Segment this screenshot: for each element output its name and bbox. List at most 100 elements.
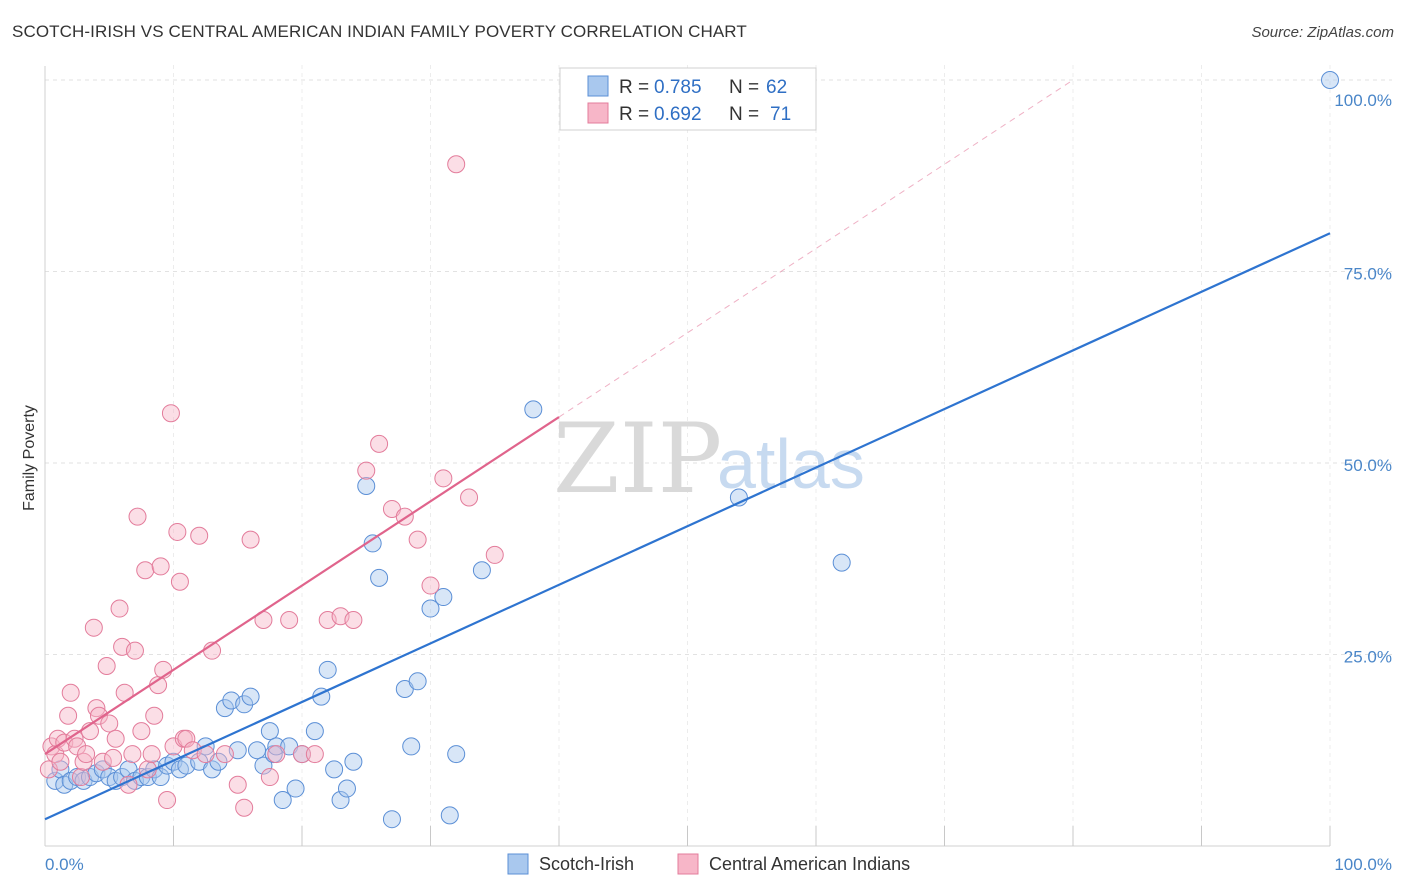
data-point bbox=[1321, 71, 1339, 89]
data-point bbox=[125, 641, 144, 660]
data-point bbox=[408, 530, 427, 549]
data-point bbox=[68, 737, 87, 756]
data-point bbox=[447, 155, 466, 174]
watermark-atlas: atlas bbox=[717, 425, 865, 503]
data-point bbox=[357, 461, 376, 480]
data-point bbox=[325, 760, 344, 779]
legend-n-label-2: N = bbox=[729, 104, 759, 125]
data-point bbox=[168, 522, 187, 541]
data-point bbox=[305, 722, 324, 741]
x-tick-label-min: 0.0% bbox=[45, 855, 84, 874]
data-point bbox=[421, 599, 440, 618]
bottom-legend: Scotch-Irish Central American Indians bbox=[507, 853, 910, 875]
data-point bbox=[440, 806, 459, 825]
data-point bbox=[241, 687, 260, 706]
data-point bbox=[71, 768, 90, 787]
axes bbox=[44, 66, 1331, 847]
data-point bbox=[357, 476, 376, 495]
legend-r-value-1: 0.785 bbox=[654, 77, 702, 98]
data-point bbox=[293, 745, 311, 764]
data-point bbox=[142, 745, 161, 764]
legend-swatch-scotch-irish bbox=[587, 75, 609, 97]
data-point bbox=[100, 714, 119, 733]
y-tick-label: 75.0% bbox=[1344, 265, 1392, 284]
data-point bbox=[110, 599, 129, 618]
data-point bbox=[51, 752, 70, 771]
legend-n-value-1: 62 bbox=[766, 77, 787, 98]
data-point bbox=[123, 745, 142, 764]
data-point bbox=[215, 745, 234, 764]
data-point bbox=[177, 729, 196, 748]
x-tick-labels: 0.0% 100.0% bbox=[45, 855, 1392, 874]
data-point bbox=[344, 752, 363, 771]
data-point bbox=[434, 588, 453, 607]
data-point bbox=[408, 672, 427, 691]
data-point bbox=[273, 791, 292, 810]
data-point bbox=[97, 656, 116, 675]
data-point bbox=[235, 695, 254, 714]
data-point bbox=[524, 400, 543, 419]
data-point bbox=[254, 756, 273, 775]
data-point bbox=[93, 752, 112, 771]
legend-r-label-2: R = bbox=[619, 104, 649, 125]
data-point bbox=[260, 768, 279, 787]
data-point bbox=[106, 729, 125, 748]
trend-lines bbox=[44, 79, 1331, 821]
data-point bbox=[382, 810, 401, 829]
data-point bbox=[344, 611, 363, 630]
data-point bbox=[260, 722, 279, 741]
grid bbox=[45, 65, 1392, 846]
data-point bbox=[203, 760, 222, 779]
data-point bbox=[485, 545, 504, 564]
y-axis-label: Family Poverty bbox=[21, 405, 38, 511]
legend-r-value-2: 0.692 bbox=[654, 104, 702, 125]
data-point bbox=[370, 434, 389, 453]
data-point bbox=[235, 798, 254, 817]
data-point bbox=[286, 779, 305, 798]
data-point bbox=[161, 404, 180, 423]
data-point bbox=[158, 791, 177, 810]
data-point bbox=[280, 611, 299, 630]
legend-box: R = 0.785 N = 62 R = 0.692 N = 71 bbox=[559, 67, 817, 131]
trend-line-extension bbox=[558, 79, 1074, 418]
data-point bbox=[331, 791, 350, 810]
bottom-legend-label-central-american-indians: Central American Indians bbox=[709, 854, 910, 874]
data-points bbox=[39, 71, 1339, 829]
bottom-legend-swatch-central-american-indians bbox=[677, 853, 699, 875]
trend-line-central-american-indians bbox=[44, 416, 560, 755]
data-point bbox=[46, 771, 65, 790]
data-point bbox=[132, 722, 151, 741]
data-point bbox=[267, 745, 286, 764]
trend-line-scotch-irish bbox=[44, 232, 1331, 821]
watermark: ZIP atlas bbox=[553, 403, 865, 515]
y-tick-label: 50.0% bbox=[1344, 456, 1392, 475]
data-point bbox=[363, 534, 382, 553]
data-point bbox=[61, 683, 80, 702]
data-point bbox=[145, 706, 164, 725]
data-point bbox=[447, 745, 466, 764]
series-scotch-irish bbox=[46, 71, 1339, 829]
data-point bbox=[434, 469, 453, 488]
data-point bbox=[228, 775, 247, 794]
legend-r-label-1: R = bbox=[619, 77, 649, 98]
data-point bbox=[421, 576, 440, 595]
bottom-legend-label-scotch-irish: Scotch-Irish bbox=[539, 854, 634, 874]
series-central-american-indians bbox=[39, 155, 504, 817]
data-point bbox=[460, 488, 479, 507]
data-point bbox=[215, 699, 234, 718]
data-point bbox=[136, 561, 155, 580]
legend-n-label-1: N = bbox=[729, 77, 759, 98]
watermark-zip: ZIP bbox=[553, 403, 722, 515]
data-point bbox=[241, 530, 260, 549]
x-tick-label-max: 100.0% bbox=[1334, 855, 1392, 874]
data-point bbox=[472, 561, 491, 580]
data-point bbox=[402, 737, 421, 756]
legend-n-value-2: 71 bbox=[770, 104, 791, 125]
data-point bbox=[190, 526, 209, 545]
data-point bbox=[170, 572, 189, 591]
data-point bbox=[104, 748, 123, 767]
data-point bbox=[305, 745, 324, 764]
chart-title: SCOTCH-IRISH VS CENTRAL AMERICAN INDIAN … bbox=[12, 22, 747, 41]
data-point bbox=[77, 745, 96, 764]
y-tick-labels: 100.0% 75.0% 50.0% 25.0% bbox=[1334, 91, 1392, 667]
